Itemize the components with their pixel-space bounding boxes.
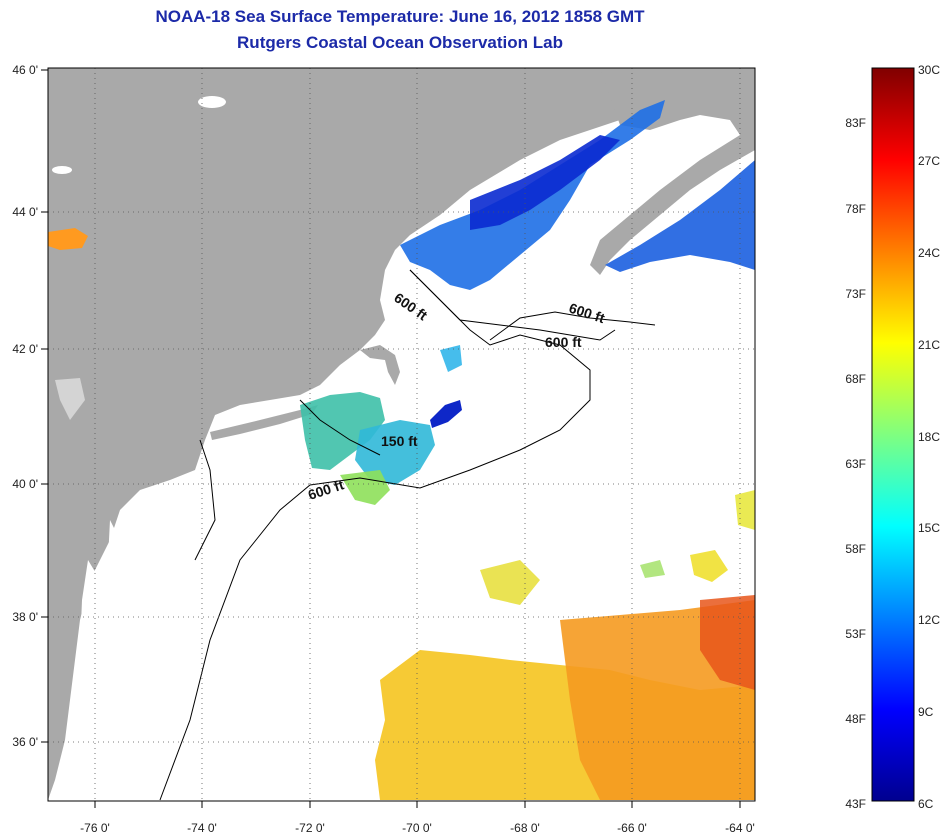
contour-label: 150 ft xyxy=(381,433,418,449)
colorbar-c-label: 24C xyxy=(918,246,940,260)
colorbar-f-label: 63F xyxy=(845,457,866,471)
latitude-label: 40 0' xyxy=(12,477,38,491)
gridlines xyxy=(48,68,755,801)
colorbar-c-label: 15C xyxy=(918,521,940,535)
latitude-label: 42 0' xyxy=(12,342,38,356)
longitude-label: -74 0' xyxy=(187,821,217,835)
colorbar-c-label: 30C xyxy=(918,63,940,77)
colorbar-f-label: 48F xyxy=(845,712,866,726)
land-us-mainland xyxy=(48,68,740,800)
colorbar-f-label: 73F xyxy=(845,287,866,301)
longitude-labels: -76 0' -74 0' -72 0' -70 0' -68 0' -66 0… xyxy=(80,821,755,835)
map-subtitle: Rutgers Coastal Ocean Observation Lab xyxy=(237,33,563,52)
colorbar-f-label: 43F xyxy=(845,797,866,811)
colorbar-c-label: 27C xyxy=(918,154,940,168)
colorbar-c-label: 21C xyxy=(918,338,940,352)
bathymetry-contours xyxy=(159,269,656,801)
colorbar-f-label: 78F xyxy=(845,202,866,216)
longitude-label: -76 0' xyxy=(80,821,110,835)
map-title: NOAA-18 Sea Surface Temperature: June 16… xyxy=(155,7,645,26)
colorbar-fahrenheit-labels: 83F 78F 73F 68F 63F 58F 53F 48F 43F xyxy=(845,116,866,811)
longitude-label: -70 0' xyxy=(402,821,432,835)
map-frame xyxy=(47,67,756,802)
tick-marks xyxy=(41,69,741,808)
contour-label: 600 ft xyxy=(545,334,582,350)
latitude-label: 44 0' xyxy=(12,205,38,219)
temperature-colorbar xyxy=(871,67,915,802)
longitude-label: -66 0' xyxy=(617,821,647,835)
colorbar-c-label: 12C xyxy=(918,613,940,627)
sst-data-layer xyxy=(48,100,755,800)
longitude-label: -64 0' xyxy=(725,821,755,835)
latitude-label: 38 0' xyxy=(12,610,38,624)
colorbar-f-label: 53F xyxy=(845,627,866,641)
colorbar-f-label: 58F xyxy=(845,542,866,556)
land-long-island xyxy=(210,405,318,440)
colorbar-f-label: 83F xyxy=(845,116,866,130)
land-cape-cod xyxy=(360,345,400,385)
colorbar-c-label: 18C xyxy=(918,430,940,444)
colorbar-f-label: 68F xyxy=(845,372,866,386)
latitude-label: 46 0' xyxy=(12,63,38,77)
colorbar-c-label: 6C xyxy=(918,797,934,811)
longitude-label: -68 0' xyxy=(510,821,540,835)
latitude-labels: 46 0' 44 0' 42 0' 40 0' 38 0' 36 0' xyxy=(12,63,38,749)
colorbar-celsius-labels: 30C 27C 24C 21C 18C 15C 12C 9C 6C xyxy=(918,63,940,811)
colorbar-c-label: 9C xyxy=(918,705,934,719)
longitude-label: -72 0' xyxy=(295,821,325,835)
latitude-label: 36 0' xyxy=(12,735,38,749)
